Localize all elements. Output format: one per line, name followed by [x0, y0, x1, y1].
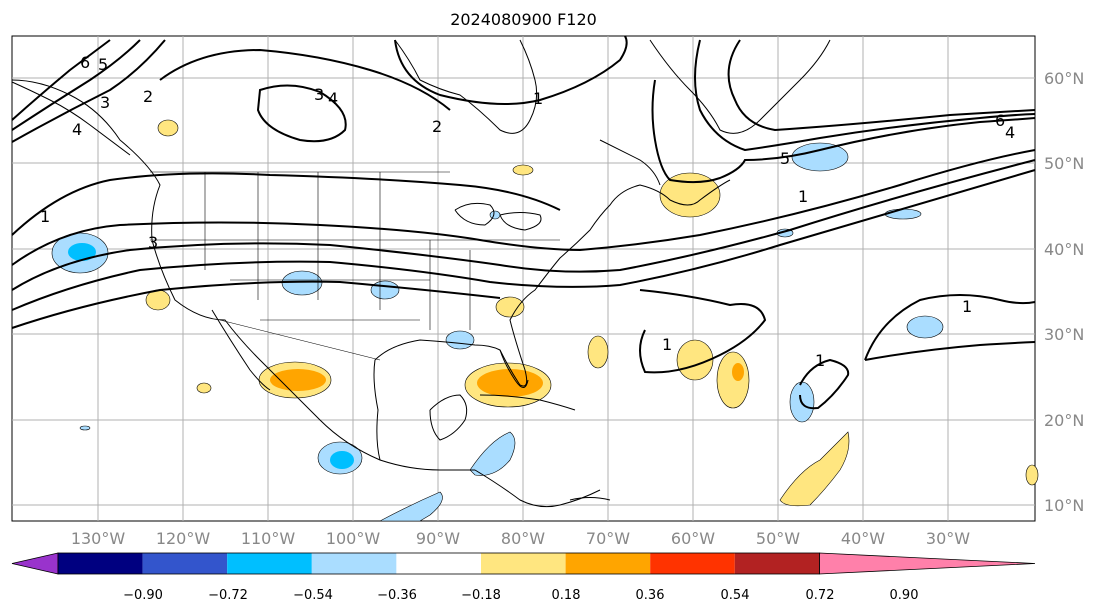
contour-label: 1	[962, 297, 972, 316]
contour-label: 3	[148, 233, 158, 252]
contour-labels: 6 5 4 3 2 3 4 1 2 1 3 6 5 4 1 1 1 1	[40, 53, 1015, 370]
colorbar-segment	[58, 553, 143, 574]
anomaly-patch-positive	[196, 382, 212, 394]
lon-label: 110°W	[241, 529, 296, 548]
contour-label: 2	[432, 117, 442, 136]
contour-label: 1	[533, 89, 543, 108]
anomaly-patch-negative	[281, 270, 323, 296]
anomaly-patch-negative	[906, 315, 944, 339]
anomaly-patch-negative	[445, 330, 475, 350]
colorbar-segment	[650, 553, 735, 574]
colorbar	[11, 552, 1036, 575]
colorbar-tick-label: −0.36	[377, 588, 417, 603]
lat-label: 50°N	[1044, 154, 1084, 173]
anomaly-patch-positive	[495, 296, 525, 318]
colorbar-tick-label: 0.72	[806, 588, 835, 603]
shaded-anomalies	[51, 119, 1039, 522]
contour-label: 1	[40, 207, 50, 226]
lat-label: 40°N	[1044, 240, 1084, 259]
lon-label: 80°W	[501, 529, 545, 548]
lon-label: 130°W	[71, 529, 126, 548]
contour-label: 3	[100, 93, 110, 112]
anomaly-patch-positive	[1025, 464, 1039, 486]
colorbar-tick-label: 0.54	[721, 588, 750, 603]
lon-label: 70°W	[586, 529, 630, 548]
contour-label: 6	[80, 53, 90, 72]
contour-label: 2	[143, 87, 153, 106]
map-title: 2024080900 F120	[450, 10, 597, 29]
lat-label: 60°N	[1044, 69, 1084, 88]
colorbar-tick-label: −0.54	[293, 588, 333, 603]
anomaly-patch-positive	[512, 164, 534, 176]
lat-label: 20°N	[1044, 411, 1084, 430]
anomaly-patch-positive	[779, 431, 850, 507]
contour-label: 1	[798, 187, 808, 206]
contour-label: 4	[1005, 123, 1015, 142]
anomaly-patch-positive	[732, 363, 744, 381]
contour-label: 5	[780, 149, 790, 168]
anomaly-patch-negative	[489, 210, 501, 220]
lon-label: 90°W	[416, 529, 460, 548]
anomaly-patch-positive	[676, 339, 714, 381]
lon-label: 30°W	[926, 529, 970, 548]
anomaly-patch-negative	[370, 280, 400, 300]
longitude-labels: 130°W 120°W 110°W 100°W 90°W 80°W 70°W 6…	[71, 529, 970, 548]
contour-label: 5	[98, 55, 108, 74]
anomaly-patch-negative	[469, 431, 516, 476]
colorbar-tick-label: 0.18	[552, 588, 581, 603]
anomaly-patch-positive	[716, 351, 750, 409]
anomaly-patch-negative	[79, 425, 91, 431]
anomaly-patch-negative	[791, 142, 849, 172]
lat-label: 10°N	[1044, 496, 1084, 515]
colorbar-segment	[311, 553, 397, 574]
lon-label: 100°W	[326, 529, 381, 548]
contour-label: 1	[815, 351, 825, 370]
colorbar-tick-label: 0.90	[890, 588, 919, 603]
colorbar-tick-label: 0.36	[636, 588, 665, 603]
colorbar-segment	[481, 553, 566, 574]
lon-label: 60°W	[671, 529, 715, 548]
contour-label: 1	[662, 335, 672, 354]
anomaly-patch-negative	[379, 491, 443, 522]
colorbar-segment	[227, 553, 312, 574]
coastlines	[11, 39, 831, 508]
anomaly-patch-negative	[68, 243, 96, 261]
colorbar-tick-label: −0.90	[123, 588, 163, 603]
contour-lines	[11, 35, 1036, 410]
political-borders	[150, 171, 560, 361]
contour-label: 4	[72, 120, 82, 139]
lon-label: 40°W	[841, 529, 885, 548]
colorbar-tick-label: −0.18	[461, 588, 501, 603]
colorbar-segment	[734, 553, 820, 574]
anomaly-patch-positive	[157, 119, 179, 137]
lon-label: 50°W	[756, 529, 800, 548]
contour-label: 3	[314, 85, 324, 104]
contour-label: 6	[995, 111, 1005, 130]
anomaly-patch-positive	[477, 369, 543, 397]
anomaly-patch-positive	[587, 335, 609, 369]
colorbar-segment	[396, 553, 481, 574]
colorbar-extend-high	[819, 552, 1036, 575]
anomaly-patch-negative	[884, 208, 922, 220]
colorbar-outline	[57, 552, 820, 575]
anomaly-patch-positive	[270, 369, 326, 391]
colorbar-segment	[565, 553, 651, 574]
latitude-labels: 60°N 50°N 40°N 30°N 20°N 10°N	[1044, 69, 1084, 515]
contour-label: 4	[328, 89, 338, 108]
colorbar-tick-labels: −0.90 −0.72 −0.54 −0.36 −0.18 0.18 0.36 …	[123, 588, 918, 603]
colorbar-segment	[142, 553, 228, 574]
gridlines	[12, 36, 1035, 521]
lat-label: 30°N	[1044, 325, 1084, 344]
anomaly-patch-negative	[330, 451, 354, 469]
anomaly-patch-positive	[659, 172, 721, 218]
lon-label: 120°W	[156, 529, 211, 548]
colorbar-tick-label: −0.72	[208, 588, 248, 603]
colorbar-extend-low	[11, 552, 59, 575]
